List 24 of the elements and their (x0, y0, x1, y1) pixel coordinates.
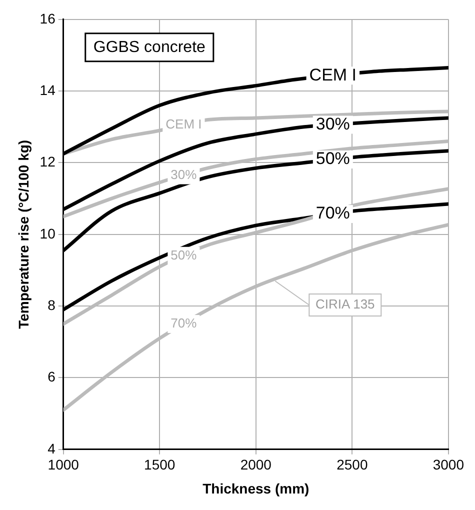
x-tick-label: 2500 (336, 456, 368, 473)
x-tick-label: 3000 (432, 456, 464, 473)
y-tick-label: 8 (48, 296, 56, 313)
y-tick-label: 16 (40, 10, 56, 26)
x-tick-label: 1500 (144, 456, 176, 473)
y-tick-label: 10 (40, 225, 56, 242)
annotation: 50% (316, 149, 350, 168)
y-tick-label: 14 (40, 82, 56, 98)
annotation: 70% (316, 204, 350, 223)
x-axis-title: Thickness (mm) (202, 480, 310, 496)
annotation: GGBS concrete (93, 38, 206, 56)
y-tick-label: 12 (40, 154, 56, 170)
x-tick-label: 2000 (240, 456, 272, 473)
annotation: 70% (170, 316, 198, 331)
y-tick-label: 6 (48, 368, 56, 385)
y-tick-label: 4 (48, 440, 56, 456)
annotation: 50% (170, 247, 198, 262)
annotation: CIRIA 135 (316, 296, 375, 312)
annotation: CEM I (309, 65, 357, 84)
annotation: 30% (316, 114, 350, 134)
x-tick-label: 1000 (48, 456, 80, 473)
annotation: CEM I (166, 116, 202, 132)
y-axis-title: Temperature rise (°C/100 kg) (15, 140, 32, 329)
annotation: 30% (170, 166, 198, 182)
